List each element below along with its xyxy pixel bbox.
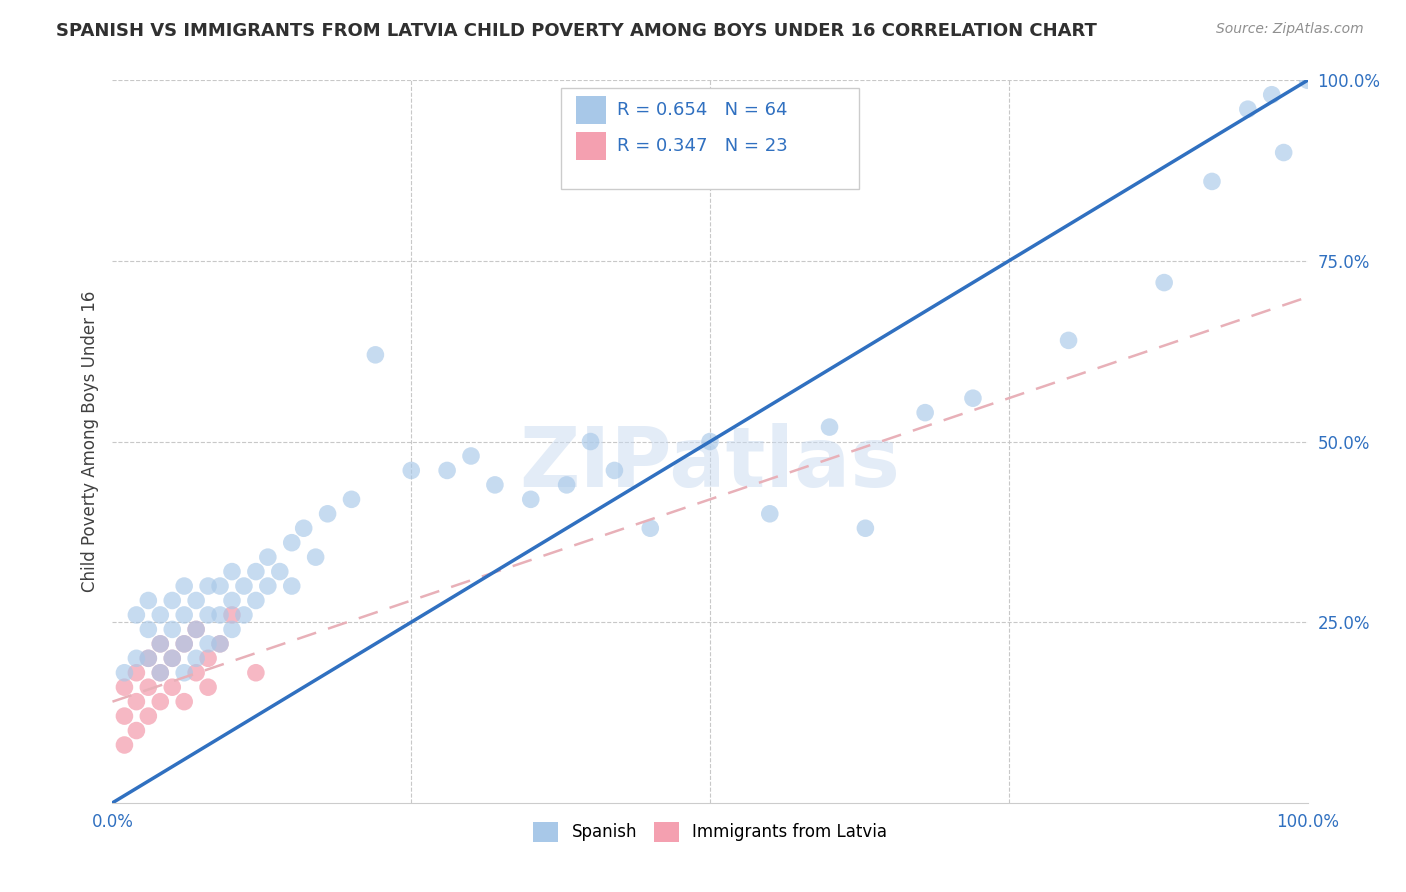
Point	[340, 492, 363, 507]
Point	[245, 593, 267, 607]
Point	[401, 463, 423, 477]
Point	[149, 695, 172, 709]
Point	[221, 593, 243, 607]
Point	[149, 637, 172, 651]
Point	[186, 665, 208, 680]
Point	[818, 420, 841, 434]
Point	[149, 607, 172, 622]
Point	[197, 579, 219, 593]
FancyBboxPatch shape	[576, 96, 606, 124]
Point	[1261, 87, 1284, 102]
Point	[186, 623, 208, 637]
Point	[125, 665, 148, 680]
Point	[269, 565, 291, 579]
Point	[149, 665, 172, 680]
Text: R = 0.347   N = 23: R = 0.347 N = 23	[617, 137, 787, 155]
Point	[125, 695, 148, 709]
Point	[233, 579, 256, 593]
Point	[162, 651, 183, 665]
Point	[138, 680, 160, 694]
Point	[114, 665, 135, 680]
Point	[138, 709, 160, 723]
Point	[699, 434, 721, 449]
Point	[138, 651, 160, 665]
Point	[257, 579, 280, 593]
Point	[186, 651, 208, 665]
Point	[138, 623, 160, 637]
Point	[1057, 334, 1080, 348]
Point	[245, 565, 267, 579]
Point	[245, 665, 267, 680]
Point	[197, 651, 219, 665]
Point	[914, 406, 936, 420]
Point	[221, 623, 243, 637]
Point	[197, 607, 219, 622]
Point	[114, 709, 135, 723]
Point	[209, 607, 232, 622]
Point	[149, 665, 172, 680]
Point	[292, 521, 315, 535]
Point	[436, 463, 458, 477]
Point	[460, 449, 482, 463]
Point	[1153, 276, 1175, 290]
Point	[962, 391, 984, 405]
Point	[1201, 174, 1223, 188]
Point	[316, 507, 339, 521]
Point	[173, 607, 195, 622]
FancyBboxPatch shape	[561, 87, 859, 189]
Point	[233, 607, 256, 622]
Point	[209, 579, 232, 593]
Point	[520, 492, 543, 507]
Point	[186, 623, 208, 637]
Point	[173, 665, 195, 680]
Y-axis label: Child Poverty Among Boys Under 16: Child Poverty Among Boys Under 16	[80, 291, 98, 592]
Text: Source: ZipAtlas.com: Source: ZipAtlas.com	[1216, 22, 1364, 37]
Point	[855, 521, 877, 535]
Point	[484, 478, 506, 492]
Point	[149, 637, 172, 651]
Point	[221, 607, 243, 622]
Point	[162, 680, 183, 694]
Point	[257, 550, 280, 565]
Point	[640, 521, 662, 535]
Point	[125, 723, 148, 738]
Text: ZIPatlas: ZIPatlas	[520, 423, 900, 504]
Point	[555, 478, 578, 492]
Point	[173, 637, 195, 651]
Point	[173, 695, 195, 709]
Point	[209, 637, 232, 651]
Point	[186, 593, 208, 607]
Point	[162, 651, 183, 665]
Point	[579, 434, 602, 449]
Text: SPANISH VS IMMIGRANTS FROM LATVIA CHILD POVERTY AMONG BOYS UNDER 16 CORRELATION : SPANISH VS IMMIGRANTS FROM LATVIA CHILD …	[56, 22, 1097, 40]
Point	[759, 507, 782, 521]
Point	[364, 348, 387, 362]
Point	[162, 593, 183, 607]
Point	[173, 637, 195, 651]
Point	[197, 680, 219, 694]
Point	[1272, 145, 1295, 160]
Point	[125, 607, 148, 622]
Point	[209, 637, 232, 651]
Point	[221, 565, 243, 579]
Point	[162, 623, 183, 637]
Point	[173, 579, 195, 593]
Point	[1296, 73, 1319, 87]
Point	[114, 738, 135, 752]
Text: R = 0.654   N = 64: R = 0.654 N = 64	[617, 101, 787, 119]
Point	[125, 651, 148, 665]
Point	[603, 463, 626, 477]
Point	[197, 637, 219, 651]
Legend: Spanish, Immigrants from Latvia: Spanish, Immigrants from Latvia	[526, 815, 894, 848]
Point	[281, 535, 304, 549]
Point	[138, 593, 160, 607]
Point	[305, 550, 328, 565]
Point	[138, 651, 160, 665]
Point	[1237, 102, 1260, 116]
Point	[114, 680, 135, 694]
FancyBboxPatch shape	[576, 132, 606, 160]
Point	[281, 579, 304, 593]
